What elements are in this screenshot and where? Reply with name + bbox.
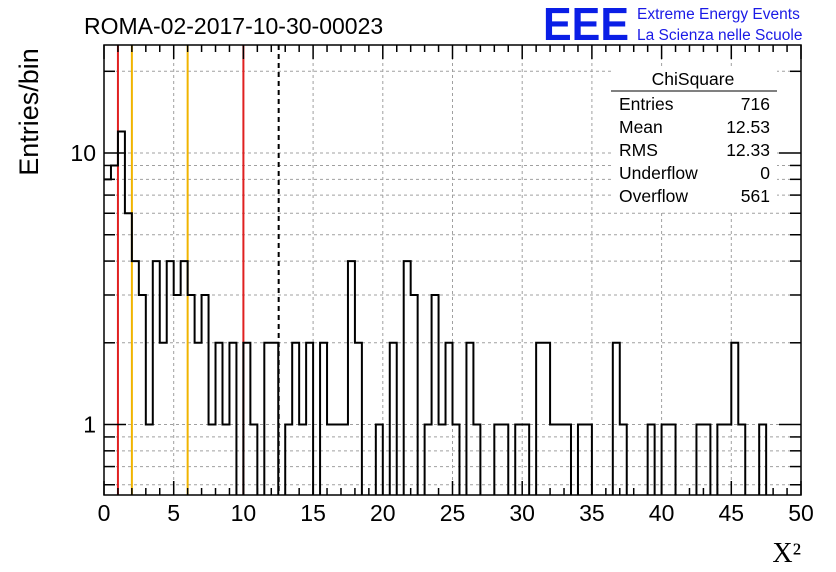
x-tick-label: 20: [370, 500, 396, 526]
marker-lines: [116, 45, 280, 495]
stats-value: 561: [741, 186, 770, 206]
x-axis-label: X²: [772, 538, 801, 569]
logo-line-1: Extreme Energy Events: [637, 6, 800, 23]
x-tick-label: 50: [788, 500, 814, 526]
histogram-outline: [104, 130, 768, 495]
stats-label: Mean: [619, 117, 663, 137]
stats-row-rms: RMS 12.33: [619, 140, 770, 160]
stats-value: 0: [760, 163, 770, 183]
x-tick-label: 10: [231, 500, 257, 526]
x-tick-label: 25: [440, 500, 466, 526]
x-tick-label: 35: [579, 500, 605, 526]
stats-label: RMS: [619, 140, 658, 160]
stats-value: 716: [741, 94, 770, 114]
x-tick-label: 40: [649, 500, 675, 526]
stats-box: ChiSquare Entries 716 Mean 12.53 RMS 12.…: [611, 67, 777, 210]
axis-ticks: [103, 45, 802, 495]
y-tick-labels: 1 10: [70, 140, 96, 437]
stats-label: Entries: [619, 94, 674, 114]
stats-row-overflow: Overflow 561: [619, 186, 770, 206]
y-tick-label: 1: [83, 412, 96, 438]
logo-line-2: La Scienza nelle Scuole: [637, 27, 802, 44]
stats-row-underflow: Underflow 0: [619, 163, 770, 183]
stats-value: 12.53: [726, 117, 770, 137]
stats-value: 12.33: [726, 140, 770, 160]
x-tick-label: 5: [167, 500, 180, 526]
x-tick-label: 45: [719, 500, 745, 526]
x-tick-labels: 0 5 10 15 20 25 30 35 40 45 50: [98, 500, 814, 526]
chart-title: ROMA-02-2017-10-30-00023: [84, 13, 383, 39]
stats-row-mean: Mean 12.53: [619, 117, 770, 137]
stats-label: Overflow: [619, 186, 688, 206]
plot-frame: [103, 44, 802, 496]
logo-mark: EEE: [543, 0, 629, 50]
x-tick-label: 30: [509, 500, 535, 526]
stats-row-entries: Entries 716: [619, 94, 770, 114]
x-tick-label: 0: [98, 500, 111, 526]
stats-title: ChiSquare: [652, 69, 735, 89]
eee-logo: EEE Extreme Energy Events La Scienza nel…: [543, 0, 802, 50]
y-axis-label: Entries/bin: [14, 48, 44, 176]
x-tick-label: 15: [300, 500, 326, 526]
y-tick-label: 10: [70, 140, 96, 166]
stats-label: Underflow: [619, 163, 698, 183]
